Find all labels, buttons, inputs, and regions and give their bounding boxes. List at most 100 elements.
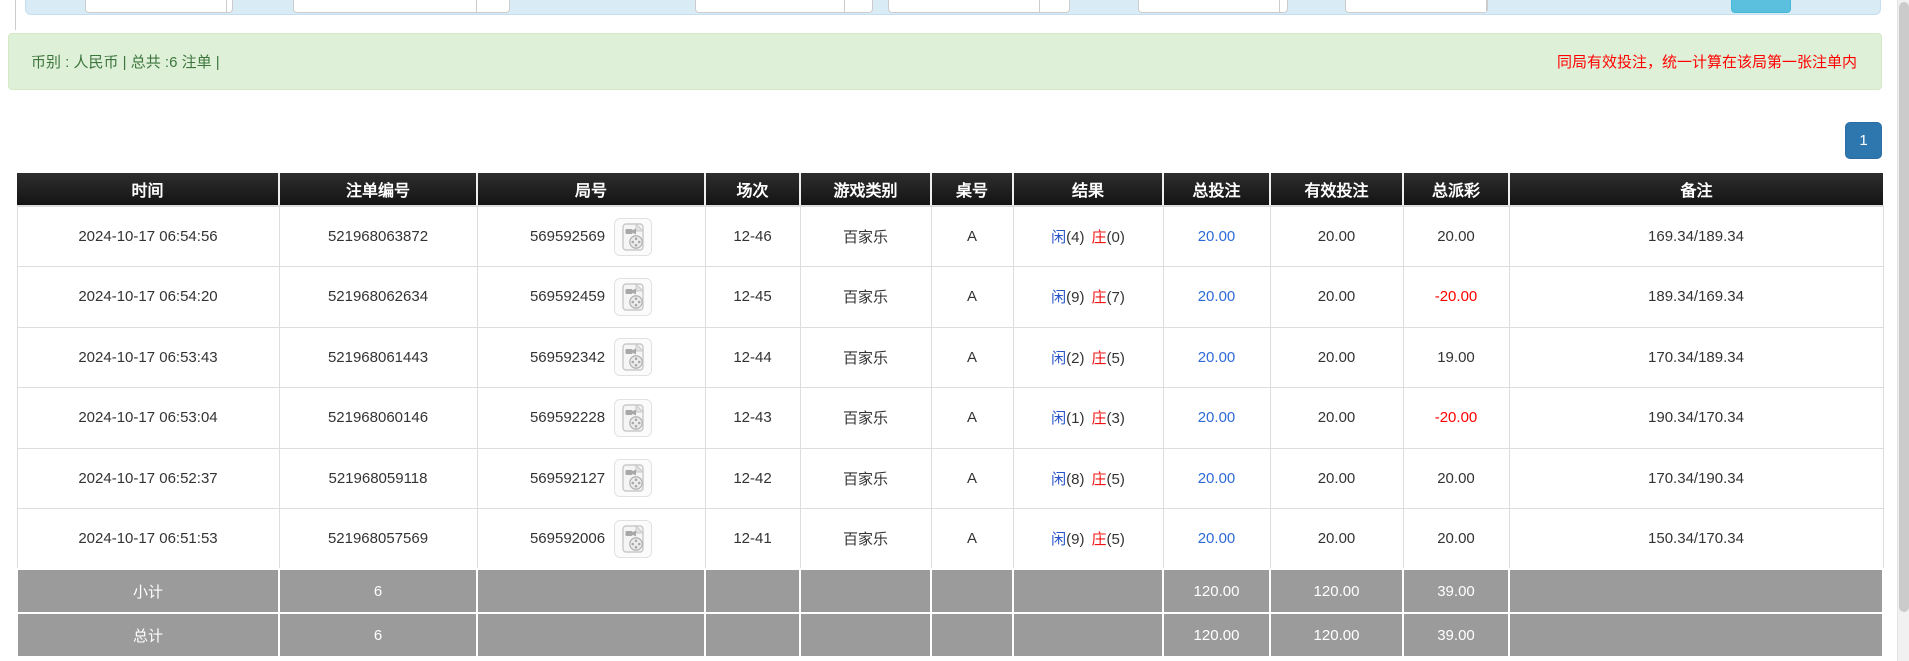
input-addon-button[interactable] — [476, 0, 509, 12]
filter-input-3[interactable] — [696, 0, 844, 12]
cell-total-bet: 20.00 — [1162, 326, 1271, 388]
cell-session: 12-45 — [704, 266, 801, 328]
video-replay-button[interactable] — [614, 277, 653, 316]
cell-payout: 19.00 — [1402, 326, 1510, 388]
cell-payout: 20.00 — [1402, 508, 1510, 570]
filter-input-1[interactable] — [86, 0, 226, 12]
scrollbar-thumb[interactable] — [1899, 2, 1909, 612]
input-addon-button[interactable] — [1486, 0, 1487, 12]
cell-total-bet: 20.00 — [1162, 508, 1271, 570]
video-replay-button[interactable] — [614, 217, 653, 256]
table-body: 2024-10-17 06:54:56 521968063872 5695925… — [16, 205, 1884, 658]
video-file-icon — [622, 343, 645, 371]
banker-result-label: 庄 — [1091, 410, 1107, 428]
cell-result: 闲(4) 庄(0) — [1012, 205, 1164, 267]
cell-valid-bet: 20.00 — [1269, 508, 1404, 570]
cell-round-id: 569592459 — [476, 266, 706, 328]
pagination-page-1-button[interactable]: 1 — [1845, 122, 1882, 159]
payout-value: 19.00 — [1437, 348, 1475, 366]
banker-score: (7) — [1106, 289, 1125, 307]
cell-total-bet: 20.00 — [1162, 447, 1271, 509]
header-round-id: 局号 — [477, 173, 706, 207]
video-replay-button[interactable] — [614, 519, 653, 558]
video-file-icon — [622, 464, 645, 492]
payout-value: 20.00 — [1437, 469, 1475, 487]
table-row: 2024-10-17 06:53:43 521968061443 5695923… — [16, 326, 1884, 388]
banker-result-label: 庄 — [1091, 349, 1107, 367]
round-id-text: 569592006 — [529, 530, 606, 547]
header-session: 场次 — [705, 173, 801, 207]
cell-result: 闲(1) 庄(3) — [1012, 387, 1164, 449]
cell-valid-bet: 20.00 — [1269, 205, 1404, 267]
player-result-label: 闲 — [1051, 410, 1067, 428]
total-bet-link[interactable]: 20.00 — [1197, 288, 1236, 306]
sum-empty-result — [1012, 612, 1164, 658]
video-file-icon — [622, 524, 645, 553]
banker-result-label: 庄 — [1091, 470, 1107, 488]
sum-label: 总计 — [16, 612, 280, 658]
sum-label: 小计 — [16, 568, 280, 614]
total-bet-link[interactable]: 20.00 — [1197, 409, 1236, 427]
input-addon-button[interactable] — [1039, 0, 1069, 12]
input-addon-button[interactable] — [1279, 0, 1287, 12]
player-result-label: 闲 — [1051, 229, 1067, 246]
cell-round-id: 569592127 — [476, 447, 706, 509]
video-file-icon — [622, 222, 645, 251]
filter-input-4[interactable] — [889, 0, 1039, 12]
sum-empty-result — [1012, 568, 1164, 614]
search-button[interactable] — [1731, 0, 1791, 13]
header-bet-id: 注单编号 — [279, 173, 478, 207]
cell-bet-id: 521968063872 — [278, 205, 478, 267]
cell-valid-bet: 20.00 — [1269, 447, 1404, 509]
player-result-label: 闲 — [1051, 470, 1067, 488]
filter-input-group-4 — [888, 0, 1070, 13]
cell-remark: 190.34/170.34 — [1508, 387, 1884, 449]
cell-total-bet: 20.00 — [1162, 266, 1271, 328]
cell-time: 2024-10-17 06:51:53 — [16, 508, 280, 570]
cell-remark: 170.34/190.34 — [1508, 447, 1884, 509]
summary-bar: 币别 : 人民币 | 总共 :6 注单 | 同局有效投注，统一计算在该局第一张注… — [8, 33, 1882, 90]
video-replay-button[interactable] — [614, 459, 653, 498]
cell-payout: -20.00 — [1402, 387, 1510, 449]
filter-input-5[interactable] — [1139, 0, 1279, 12]
video-replay-button[interactable] — [614, 398, 653, 437]
valid-bet-note-text: 同局有效投注，统一计算在该局第一张注单内 — [1556, 54, 1857, 71]
cell-time: 2024-10-17 06:54:20 — [16, 266, 280, 328]
cell-game-type: 百家乐 — [799, 266, 932, 328]
cell-game-type: 百家乐 — [799, 205, 932, 267]
sum-empty-remark — [1508, 568, 1884, 614]
sum-total-bet: 120.00 — [1162, 568, 1271, 614]
sum-empty-round — [476, 568, 706, 614]
sum-empty-session — [704, 612, 801, 658]
filter-input-2[interactable] — [294, 0, 476, 12]
banker-score: (0) — [1106, 229, 1125, 246]
cell-bet-id: 521968062634 — [278, 266, 478, 328]
cell-game-type: 百家乐 — [799, 508, 932, 570]
vertical-scrollbar[interactable] — [1897, 0, 1909, 661]
cell-table-no: A — [930, 326, 1014, 388]
player-result-label: 闲 — [1051, 289, 1067, 307]
total-bet-link[interactable]: 20.00 — [1197, 348, 1236, 366]
table-row: 2024-10-17 06:51:53 521968057569 5695920… — [16, 508, 1884, 570]
input-addon-button[interactable] — [844, 0, 872, 12]
cell-round-id: 569592569 — [476, 205, 706, 267]
total-bet-link[interactable]: 20.00 — [1197, 530, 1236, 547]
sum-count: 6 — [278, 568, 478, 614]
cell-session: 12-46 — [704, 205, 801, 267]
video-replay-button[interactable] — [614, 338, 653, 377]
input-addon-button[interactable] — [226, 0, 232, 12]
cell-remark: 169.34/189.34 — [1508, 205, 1884, 267]
sum-total-bet: 120.00 — [1162, 612, 1271, 658]
cell-remark: 189.34/169.34 — [1508, 266, 1884, 328]
total-bet-link[interactable]: 20.00 — [1197, 469, 1236, 487]
payout-value: -20.00 — [1434, 288, 1478, 306]
cell-time: 2024-10-17 06:54:56 — [16, 205, 280, 267]
player-score: (4) — [1066, 229, 1085, 246]
cell-table-no: A — [930, 387, 1014, 449]
cell-session: 12-43 — [704, 387, 801, 449]
table-header-row: 时间 注单编号 局号 场次 游戏类别 桌号 结果 总投注 有效投注 总派彩 备注 — [17, 173, 1883, 207]
cell-total-bet: 20.00 — [1162, 205, 1271, 267]
header-time: 时间 — [17, 173, 280, 207]
filter-input-6[interactable] — [1346, 0, 1486, 12]
total-bet-link[interactable]: 20.00 — [1197, 228, 1236, 245]
